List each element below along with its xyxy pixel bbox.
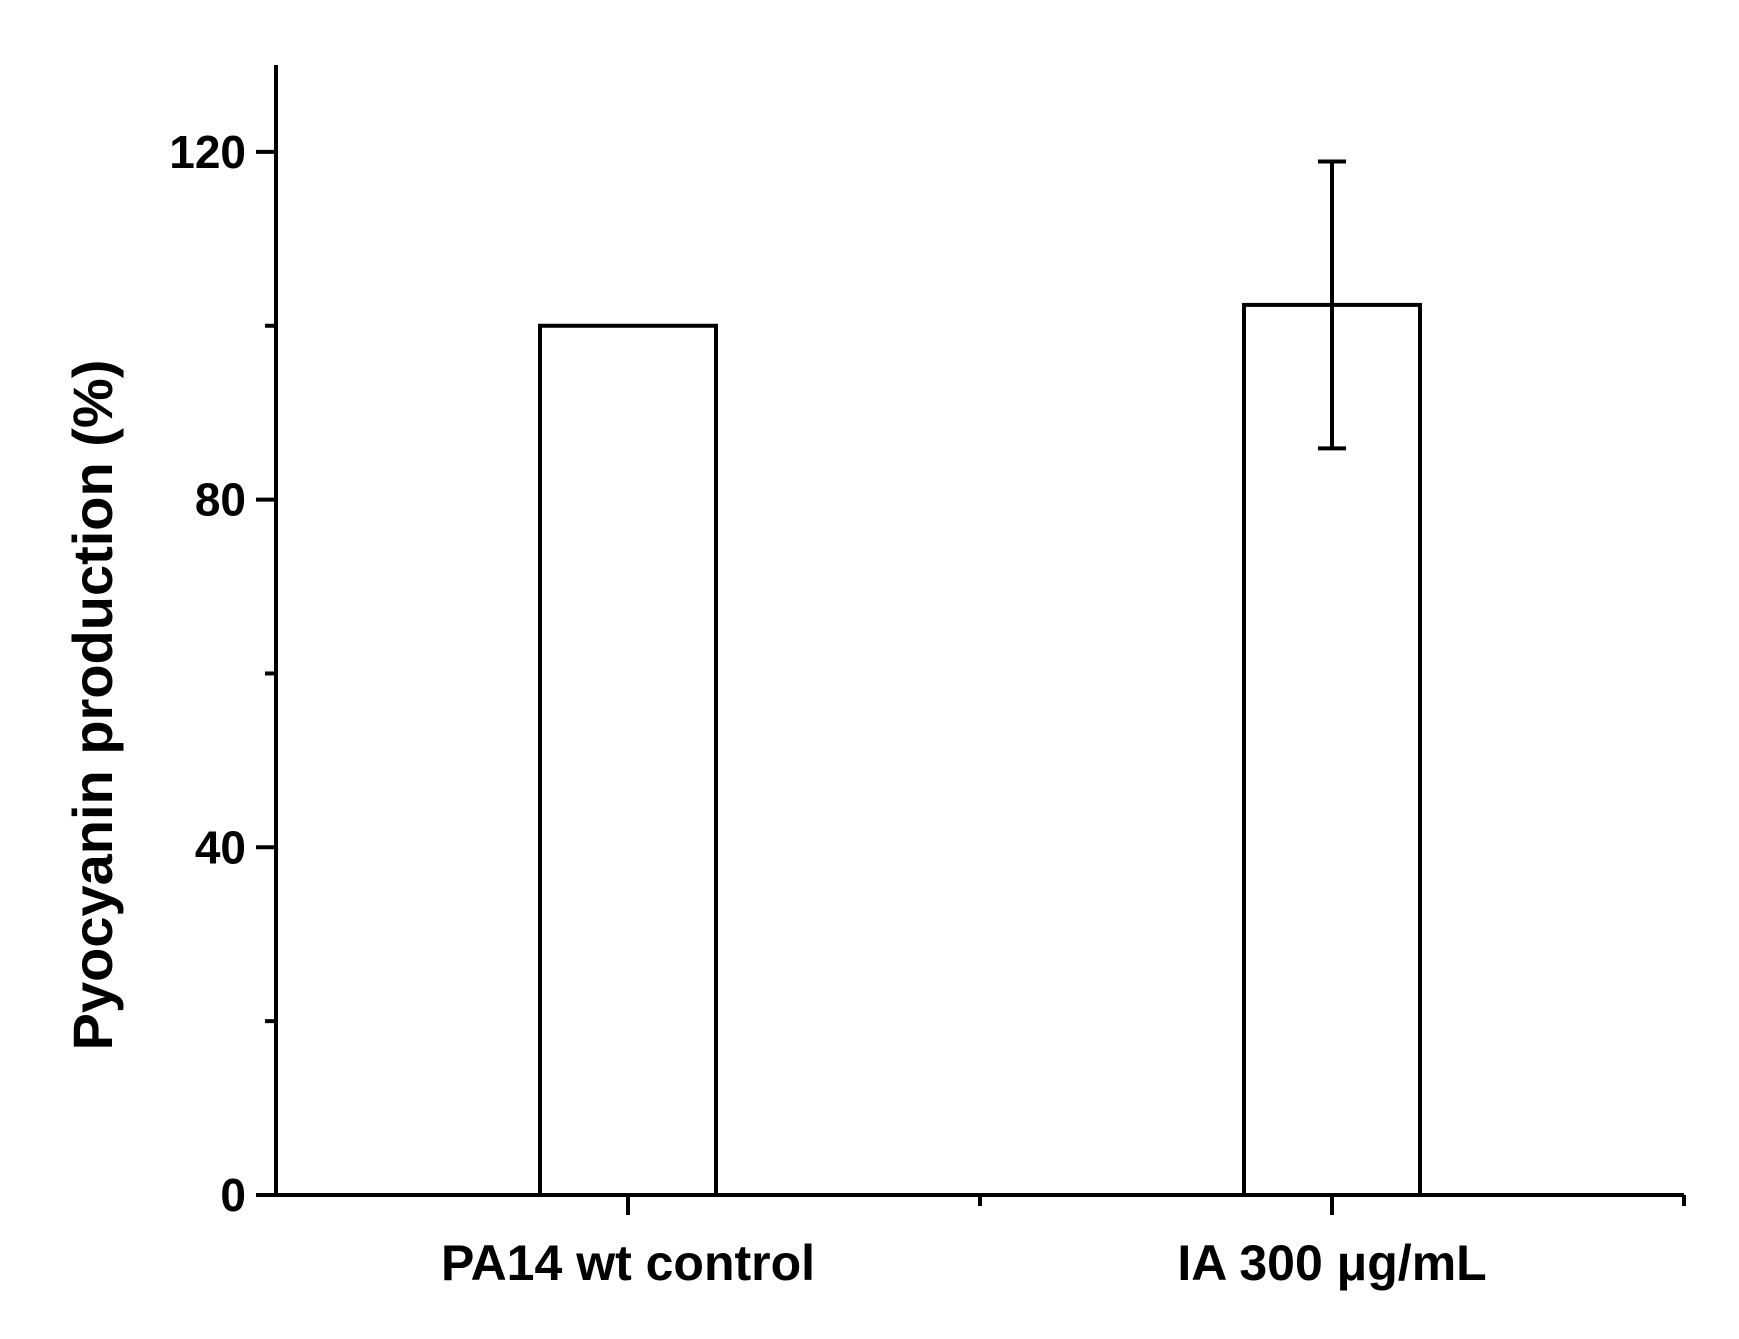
bar-1 [1242,302,1422,1197]
y-axis-title: Pyocyanin production (%) [61,360,124,1051]
y-tick-label-120: 120 [169,126,246,178]
x-category-label-1: IA 300 μg/mL [1177,1235,1486,1291]
plot-area: 0 40 80 120 PA14 wt control IA 300 μg/mL [169,65,1686,1291]
y-tick-label-0: 0 [220,1169,246,1221]
x-category-label-0: PA14 wt control [441,1235,815,1291]
y-tick-label-80: 80 [195,474,246,526]
y-tick-label-40: 40 [195,821,246,873]
bar-0 [538,323,718,1197]
